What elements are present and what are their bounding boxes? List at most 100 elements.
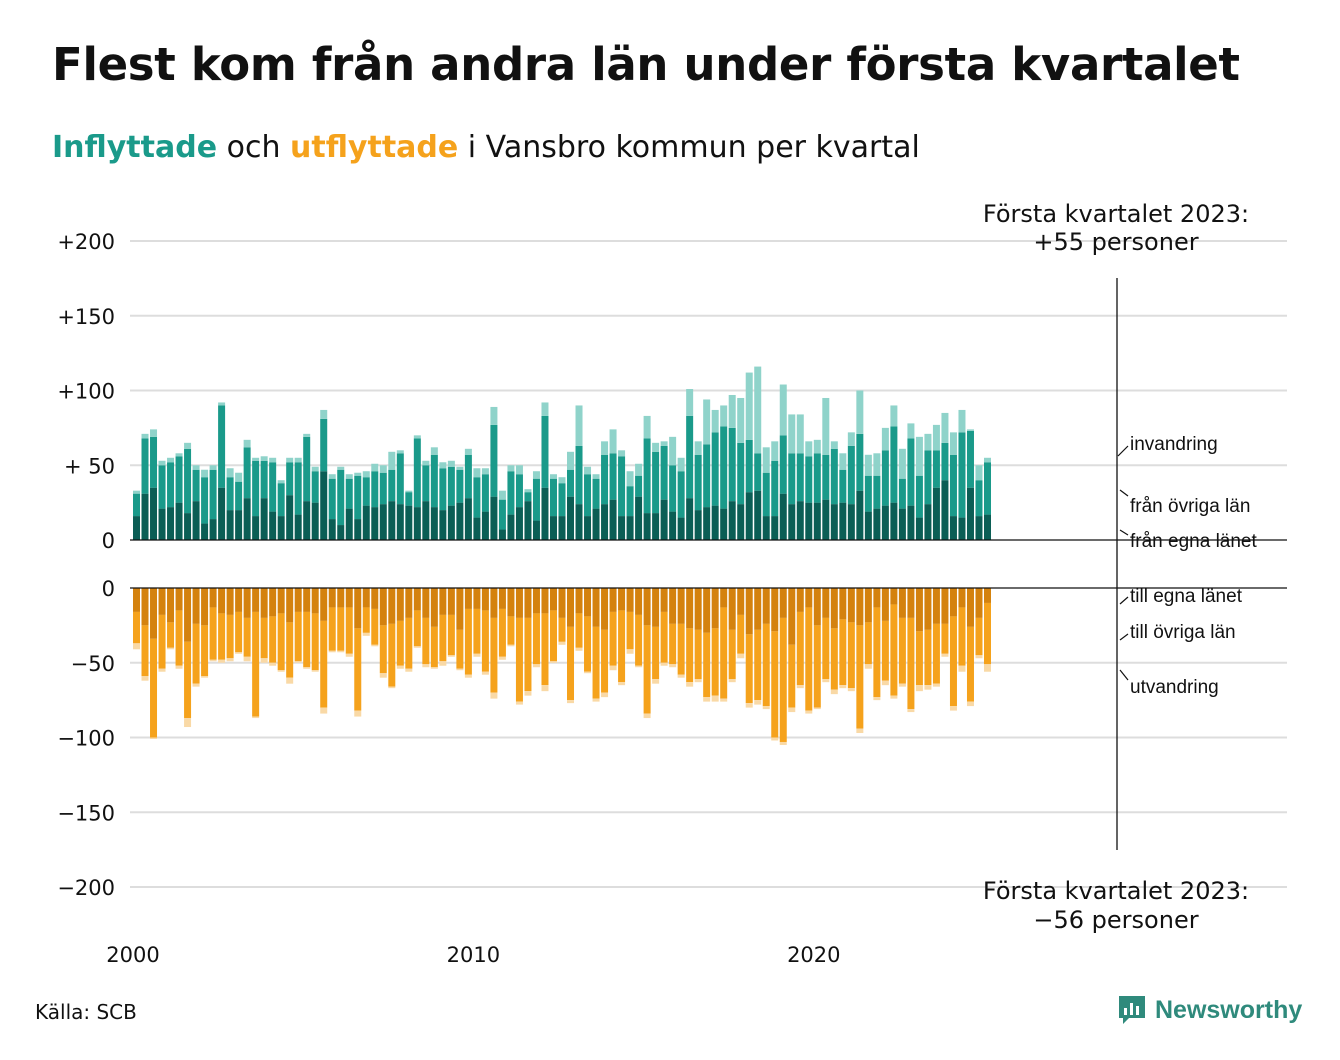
bar-out-till-ovriga-lan <box>703 632 711 698</box>
bar-in-fran-egna-lanet <box>294 514 302 540</box>
bar-in-fran-ovriga-lan <box>567 469 575 497</box>
bar-in-invandring <box>158 460 166 466</box>
bar-out-utvandring <box>226 658 234 662</box>
bar-out-till-egna-lanet <box>737 588 745 615</box>
y-tick-label-bottom: 0 <box>102 577 115 601</box>
bar-in-fran-egna-lanet <box>515 507 523 540</box>
bar-in-fran-ovriga-lan <box>252 460 260 517</box>
bar-in-fran-egna-lanet <box>243 498 251 540</box>
label-invandring: invandring <box>1130 434 1218 455</box>
bar-in-fran-ovriga-lan <box>447 466 455 506</box>
bar-out-till-ovriga-lan <box>864 622 872 665</box>
bar-in-invandring <box>975 465 983 481</box>
bar-in-fran-ovriga-lan <box>388 469 396 502</box>
bar-in-invandring <box>226 468 234 478</box>
bar-in-fran-ovriga-lan <box>788 453 796 505</box>
y-tick-label-bottom: −50 <box>71 652 115 676</box>
bar-out-utvandring <box>439 661 447 666</box>
bar-out-till-ovriga-lan <box>830 628 838 690</box>
bar-out-till-ovriga-lan <box>907 617 915 710</box>
bar-in-invandring <box>294 457 302 463</box>
bar-out-utvandring <box>464 674 472 678</box>
bar-in-fran-egna-lanet <box>396 504 404 540</box>
bar-in-fran-egna-lanet <box>754 490 762 540</box>
bar-in-fran-egna-lanet <box>311 502 319 540</box>
bar-out-till-egna-lanet <box>260 588 268 618</box>
bar-in-fran-ovriga-lan <box>966 430 974 488</box>
bar-out-till-egna-lanet <box>898 588 906 618</box>
bar-in-fran-ovriga-lan <box>524 492 532 502</box>
bar-out-till-ovriga-lan <box>524 617 532 692</box>
bar-in-invandring <box>830 441 838 449</box>
bar-in-fran-ovriga-lan <box>184 448 192 514</box>
bar-in-fran-egna-lanet <box>822 499 830 540</box>
bar-out-utvandring <box>388 686 396 689</box>
bar-out-till-egna-lanet <box>515 588 523 618</box>
bar-out-utvandring <box>456 668 464 671</box>
bar-out-till-ovriga-lan <box>175 610 183 666</box>
bar-out-till-egna-lanet <box>175 588 183 611</box>
bar-in-fran-egna-lanet <box>592 508 600 540</box>
bar-out-till-ovriga-lan <box>754 629 762 701</box>
bar-out-till-egna-lanet <box>584 588 592 617</box>
bar-out-utvandring <box>133 643 140 650</box>
bar-in-fran-ovriga-lan <box>652 451 660 514</box>
bar-out-utvandring <box>643 713 651 719</box>
bar-out-utvandring <box>337 650 345 653</box>
bar-out-till-ovriga-lan <box>388 623 396 687</box>
bar-out-till-ovriga-lan <box>728 629 736 680</box>
bar-out-till-egna-lanet <box>881 588 889 621</box>
bar-in-invandring <box>269 457 277 463</box>
bar-out-till-egna-lanet <box>567 588 575 627</box>
bar-out-till-egna-lanet <box>558 588 566 618</box>
y-tick-label-top: +100 <box>57 380 115 404</box>
bar-out-till-ovriga-lan <box>915 631 923 686</box>
bar-out-till-egna-lanet <box>635 588 643 615</box>
bar-out-till-ovriga-lan <box>328 607 336 651</box>
bar-in-fran-egna-lanet <box>209 519 217 540</box>
bar-out-till-egna-lanet <box>626 588 634 612</box>
bar-in-fran-ovriga-lan <box>490 424 498 497</box>
bar-in-invandring <box>209 465 217 470</box>
bar-in-fran-ovriga-lan <box>975 480 983 517</box>
bar-out-till-egna-lanet <box>337 588 345 608</box>
bar-in-fran-egna-lanet <box>524 501 532 540</box>
bar-out-till-ovriga-lan <box>226 614 234 659</box>
y-tick-label-bottom: −100 <box>57 727 115 751</box>
bar-out-till-ovriga-lan <box>575 613 583 648</box>
bar-out-till-ovriga-lan <box>898 617 906 684</box>
bar-in-invandring <box>447 460 455 467</box>
bar-in-invandring <box>345 474 353 479</box>
bar-in-invandring <box>703 399 711 445</box>
bar-in-invandring <box>788 414 796 454</box>
bar-in-fran-egna-lanet <box>745 492 753 540</box>
bar-out-till-egna-lanet <box>447 588 455 615</box>
bar-in-invandring <box>422 460 430 466</box>
bar-in-invandring <box>260 456 268 461</box>
bar-in-fran-egna-lanet <box>626 516 634 540</box>
bar-in-fran-ovriga-lan <box>303 436 311 502</box>
bar-in-invandring <box>473 468 481 478</box>
bar-out-utvandring <box>626 649 634 654</box>
bar-out-till-ovriga-lan <box>549 610 557 662</box>
bar-in-fran-egna-lanet <box>881 505 889 540</box>
bar-out-till-egna-lanet <box>771 588 779 632</box>
bar-out-utvandring <box>549 661 557 663</box>
bar-out-utvandring <box>575 647 583 651</box>
bar-out-till-egna-lanet <box>464 588 472 609</box>
bar-in-invandring <box>754 366 762 454</box>
bar-out-till-egna-lanet <box>924 588 932 630</box>
bar-out-utvandring <box>345 653 353 657</box>
bar-out-till-ovriga-lan <box>184 641 192 719</box>
label-till-ovriga-lan: till övriga län <box>1130 622 1236 643</box>
bar-in-fran-ovriga-lan <box>949 454 957 517</box>
bar-in-fran-egna-lanet <box>167 507 175 540</box>
bar-in-fran-egna-lanet <box>924 504 932 540</box>
bar-out-till-egna-lanet <box>541 588 549 614</box>
bar-out-till-ovriga-lan <box>966 626 974 702</box>
bar-out-till-egna-lanet <box>847 588 855 623</box>
bar-in-invandring <box>958 409 966 433</box>
bar-in-fran-egna-lanet <box>354 519 362 540</box>
bar-in-invandring <box>175 453 183 457</box>
bar-in-invandring <box>805 441 813 457</box>
